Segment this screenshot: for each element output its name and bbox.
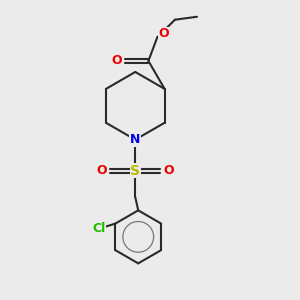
Text: Cl: Cl [92, 221, 106, 235]
Text: O: O [111, 54, 122, 68]
Text: O: O [158, 27, 169, 40]
Text: O: O [97, 164, 107, 177]
Text: O: O [163, 164, 174, 177]
Text: N: N [130, 133, 140, 146]
Text: S: S [130, 164, 140, 178]
